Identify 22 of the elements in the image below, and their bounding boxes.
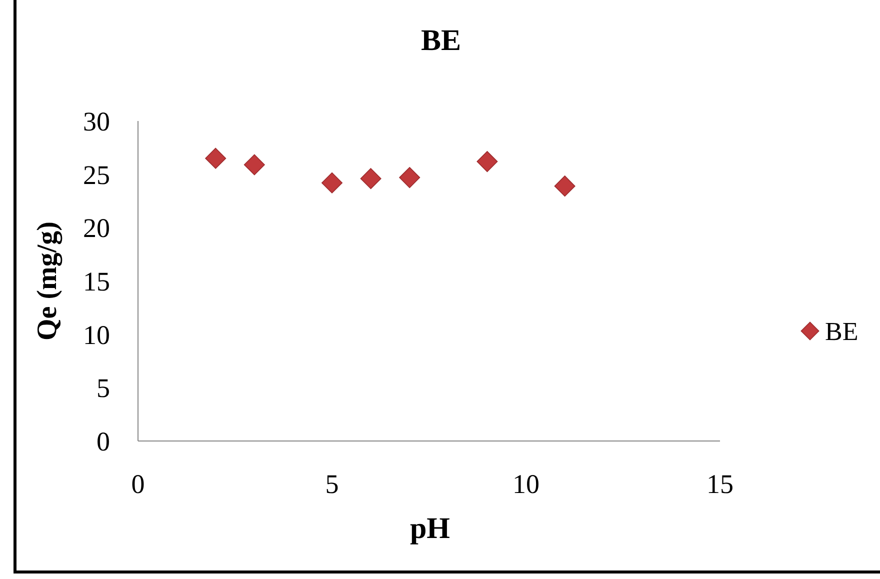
x-tick-label: 15 [706,469,734,499]
point [244,154,265,176]
x-axis-title: pH [410,512,450,545]
y-tick-label: 15 [83,266,110,296]
y-tick-label: 10 [83,320,110,350]
point [399,167,420,188]
x-tick-label: 10 [512,469,540,499]
y-tick-label: 20 [83,213,110,244]
y-tick-label: 30 [83,106,110,136]
y-tick-label: 0 [96,426,110,456]
chart-title: BE [420,24,462,57]
y-axis-title: Qe (mg/g) [32,222,63,340]
point [554,176,576,197]
x-tick-label: 0 [131,469,145,499]
legend-label: BE [825,317,858,346]
x-tick-label: 5 [325,469,339,499]
point [360,168,382,190]
point [476,151,498,172]
point [205,148,226,169]
y-tick-label: 25 [83,160,110,190]
y-tick-label: 5 [96,373,110,404]
point [322,172,342,194]
